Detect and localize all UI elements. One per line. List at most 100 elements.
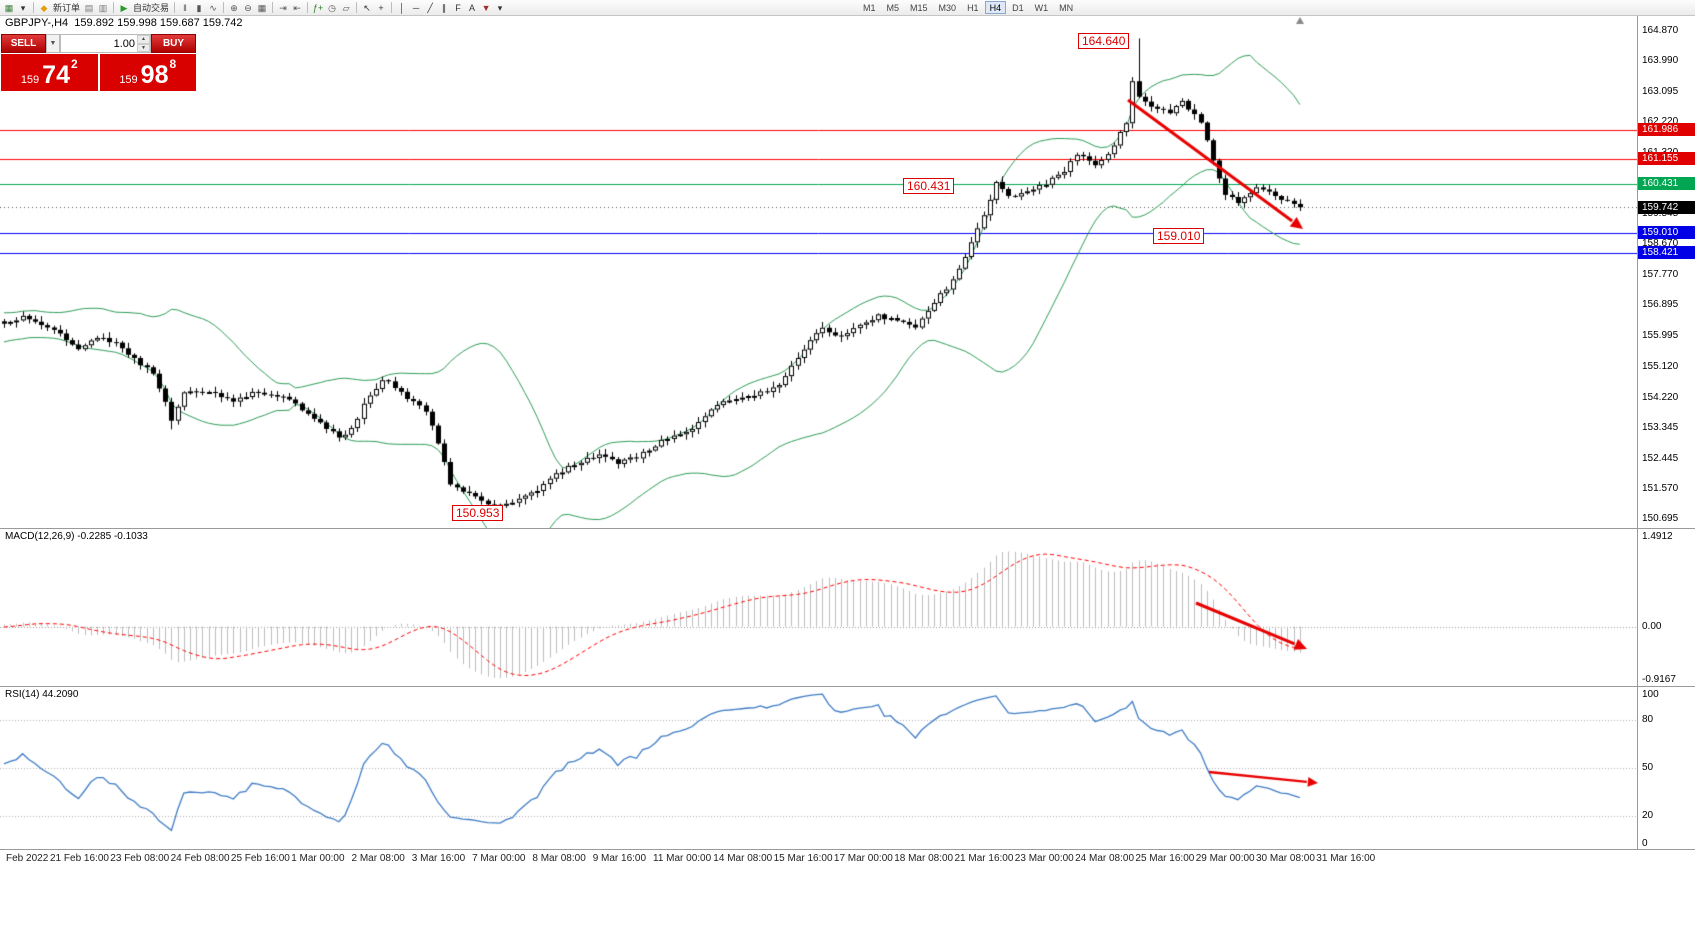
timeframe-button-m30[interactable]: M30: [934, 1, 962, 14]
auto-scroll-icon[interactable]: ⇥: [279, 2, 287, 13]
fibonacci-icon[interactable]: F: [455, 2, 461, 13]
buy-button[interactable]: BUY: [151, 34, 196, 53]
price-axis-tick: 153.345: [1642, 421, 1679, 433]
tile-windows-icon[interactable]: ▦: [257, 2, 267, 13]
toolbar-separator: [307, 2, 309, 13]
new-order-label[interactable]: 新订单: [53, 3, 81, 13]
volume-input[interactable]: [61, 35, 137, 52]
rsi-axis-label: 50: [1642, 762, 1654, 773]
time-axis-label: 17 Mar 00:00: [833, 853, 893, 864]
price-level-badge: 160.431: [1638, 177, 1695, 190]
timeframe-button-m1[interactable]: M1: [858, 1, 881, 14]
time-axis-label: 7 Mar 00:00: [472, 853, 526, 864]
channel-icon[interactable]: ∥: [441, 2, 447, 13]
price-axis-tick: 155.120: [1642, 360, 1679, 372]
timeframe-button-h1[interactable]: H1: [962, 1, 984, 14]
price-annotation[interactable]: 160.431: [903, 178, 955, 194]
price-axis-tick: 164.870: [1642, 24, 1679, 36]
price-level-badge: 159.010: [1638, 226, 1695, 239]
zoom-out-icon[interactable]: ⊖: [244, 2, 252, 13]
sell-price-big-figure: 159: [20, 74, 40, 86]
crosshair-icon[interactable]: +: [378, 2, 384, 13]
horizontal-line-icon[interactable]: ─: [412, 2, 420, 13]
current-price-badge: 159.742: [1638, 201, 1695, 214]
toolbar-separator: [223, 2, 225, 13]
buy-price-display[interactable]: 159 98 8: [99, 54, 196, 91]
panel-separator-main-macd[interactable]: [0, 528, 1695, 529]
time-axis-label: 23 Mar 00:00: [1014, 853, 1074, 864]
trendline-icon[interactable]: ╱: [427, 2, 433, 13]
time-axis-label: 3 Mar 16:00: [411, 853, 466, 864]
line-chart-icon[interactable]: ∿: [209, 2, 217, 13]
time-axis-label: 2 Mar 08:00: [351, 853, 405, 864]
volume-field-wrap: ▲ ▼: [60, 34, 151, 53]
toolbar: ▦ ▾ ◆ 新订单 ▤ ▥ ▶ 自动交易 ‖ ▮ ∿ ⊕ ⊖ ▦ ⇥ ⇤ ƒ+ ◷ ▱ ↖ + │ ─ ╱ ∥ F A ▼ ▾ M1 M5…: [0, 0, 1695, 16]
chart-shift-icon[interactable]: ⇤: [293, 2, 301, 13]
price-annotation[interactable]: 164.640: [1078, 33, 1130, 49]
time-axis-label: Feb 2022: [6, 853, 49, 864]
timeframe-button-m15[interactable]: M15: [905, 1, 933, 14]
auto-trading-icon[interactable]: ▶: [120, 2, 128, 13]
text-label-icon[interactable]: A: [469, 2, 476, 13]
order-options-dropdown-icon[interactable]: ▼: [46, 34, 60, 53]
buy-price-point: 8: [169, 57, 177, 71]
time-axis-label: 30 Mar 08:00: [1256, 853, 1315, 864]
templates-icon[interactable]: ▱: [342, 2, 350, 13]
time-axis-label: 8 Mar 08:00: [532, 853, 586, 864]
timeframe-button-w1[interactable]: W1: [1030, 1, 1054, 14]
price-axis-tick: 163.990: [1642, 54, 1679, 66]
arrows-tool-icon[interactable]: ▼: [481, 2, 491, 13]
time-axis-label: 11 Mar 00:00: [653, 853, 712, 864]
toolbar-separator: [33, 2, 34, 13]
time-axis-label: 9 Mar 16:00: [592, 853, 647, 864]
timeframe-button-h4[interactable]: H4: [984, 1, 1007, 14]
price-annotation[interactable]: 150.953: [452, 505, 504, 521]
time-axis-label: 21 Mar 16:00: [954, 853, 1014, 864]
sell-price-point: 2: [70, 57, 78, 71]
new-order-icon[interactable]: ◆: [40, 2, 48, 13]
sell-button[interactable]: SELL: [1, 34, 46, 53]
price-annotation[interactable]: 159.010: [1153, 228, 1205, 244]
rsi-panel-canvas[interactable]: [0, 688, 1637, 848]
time-axis[interactable]: Feb 2022 21 Feb 16:00 23 Feb 08:00 24 Feb 0…: [0, 849, 1695, 870]
volume-down-button[interactable]: ▼: [137, 43, 150, 52]
auto-trading-label[interactable]: 自动交易: [133, 3, 170, 13]
vertical-line-icon[interactable]: │: [399, 2, 405, 13]
cursor-icon[interactable]: ↖: [363, 2, 371, 13]
buy-price-big-figure: 159: [119, 74, 138, 86]
chart-dropdown-icon[interactable]: ▾: [20, 2, 26, 13]
charts-window-icon[interactable]: ▤: [84, 2, 94, 13]
rsi-axis-label: 20: [1642, 810, 1654, 821]
market-watch-icon[interactable]: ▥: [98, 2, 108, 13]
price-axis-tick: 158.670: [1642, 238, 1679, 250]
price-level-badge: 161.155: [1638, 152, 1695, 165]
sell-price-pips: 74: [42, 61, 70, 89]
price-axis-tick: 150.695: [1642, 513, 1679, 525]
new-chart-icon[interactable]: ▦: [4, 2, 14, 13]
bar-chart-icon[interactable]: ‖: [183, 2, 187, 13]
trade-controls-row: SELL ▼ ▲ ▼ BUY: [1, 34, 196, 53]
main-chart-canvas[interactable]: [0, 14, 1637, 528]
panel-separator-macd-rsi[interactable]: [0, 686, 1695, 687]
macd-panel-canvas[interactable]: [0, 530, 1637, 686]
indicators-icon[interactable]: ƒ+: [312, 2, 324, 13]
zoom-in-icon[interactable]: ⊕: [230, 2, 238, 13]
toolbar-separator: [391, 2, 393, 13]
candlestick-chart-icon[interactable]: ▮: [196, 2, 202, 13]
trade-prices-row: 159 74 2 159 98 8: [1, 54, 196, 91]
shapes-dropdown-icon[interactable]: ▾: [497, 2, 503, 13]
timeframe-button-d1[interactable]: D1: [1007, 1, 1029, 14]
toolbar-separator: [113, 2, 115, 13]
timeframe-button-m5[interactable]: M5: [882, 1, 905, 14]
timeframe-button-mn[interactable]: MN: [1054, 1, 1078, 14]
volume-stepper: ▲ ▼: [137, 35, 150, 52]
rsi-axis-label: 0: [1642, 838, 1648, 849]
periods-icon[interactable]: ◷: [328, 2, 336, 13]
volume-up-button[interactable]: ▲: [137, 35, 150, 44]
macd-axis-label: -0.9167: [1642, 674, 1676, 685]
price-axis-border: [1637, 14, 1638, 850]
toolbar-separator: [272, 2, 274, 13]
price-axis-tick: 157.770: [1642, 269, 1679, 281]
sell-price-display[interactable]: 159 74 2: [1, 54, 98, 91]
toolbar-separator: [174, 2, 176, 13]
